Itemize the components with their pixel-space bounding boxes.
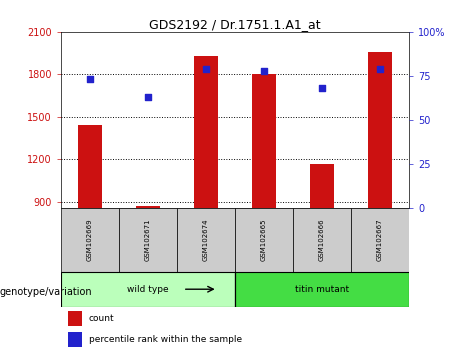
Bar [368, 52, 392, 208]
Bar [293, 208, 351, 272]
Text: GSM102674: GSM102674 [203, 218, 209, 261]
Bar [68, 311, 82, 326]
Point [86, 76, 94, 82]
Bar [235, 208, 293, 272]
Point [202, 66, 210, 72]
Text: GSM102667: GSM102667 [377, 218, 383, 261]
Bar [136, 206, 160, 208]
Point [144, 94, 152, 100]
Bar [119, 208, 177, 272]
Point [260, 68, 268, 73]
Text: GSM102665: GSM102665 [261, 218, 267, 261]
Bar [177, 208, 235, 272]
Bar [195, 56, 218, 208]
Text: genotype/variation: genotype/variation [0, 287, 93, 297]
Point [318, 85, 326, 91]
Bar [78, 125, 102, 208]
Bar [68, 332, 82, 347]
Text: GSM102669: GSM102669 [87, 218, 93, 261]
Point [376, 66, 384, 72]
Text: GSM102666: GSM102666 [319, 218, 325, 261]
Bar [351, 208, 409, 272]
Text: percentile rank within the sample: percentile rank within the sample [89, 335, 242, 343]
Text: titin mutant: titin mutant [295, 285, 349, 294]
Text: GSM102671: GSM102671 [145, 218, 151, 261]
Bar [61, 272, 235, 307]
Bar [235, 272, 409, 307]
Bar [61, 208, 119, 272]
Title: GDS2192 / Dr.1751.1.A1_at: GDS2192 / Dr.1751.1.A1_at [149, 18, 321, 31]
Bar [310, 164, 334, 208]
Text: count: count [89, 314, 115, 323]
Text: wild type: wild type [127, 285, 169, 294]
Bar [252, 74, 275, 208]
